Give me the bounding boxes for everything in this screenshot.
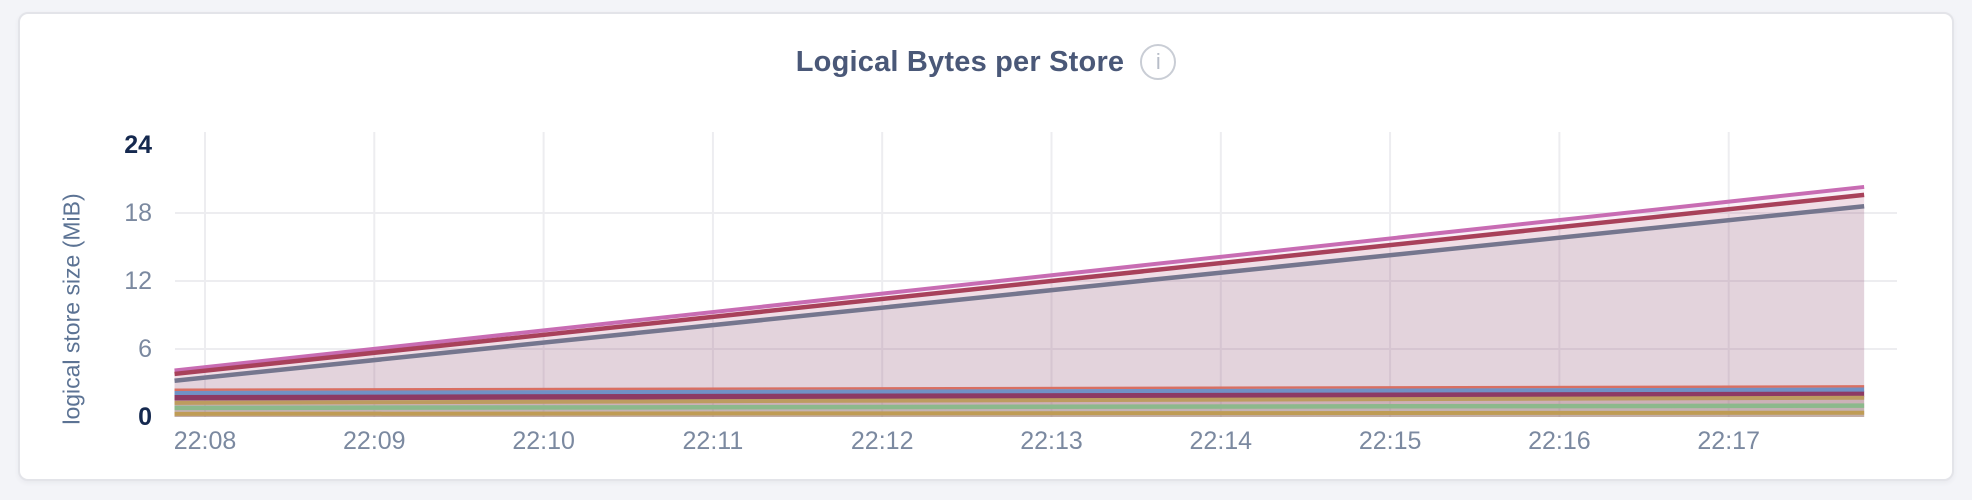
info-icon-glyph: i (1155, 49, 1161, 74)
x-tick-label: 22:08 (173, 427, 237, 455)
chart-header: Logical Bytes per Store i (20, 44, 1952, 80)
y-tick-label: 24 (124, 131, 152, 159)
x-tick-label: 22:11 (682, 427, 744, 455)
x-tick-label: 22:09 (343, 427, 406, 455)
y-tick-label: 12 (124, 267, 152, 295)
series-line-series-5 (174, 387, 1865, 396)
info-icon[interactable]: i (1140, 44, 1177, 80)
x-tick-label: 22:14 (1189, 427, 1253, 455)
series-line-series-7 (174, 395, 1865, 405)
series-line-series-4 (174, 385, 1865, 392)
y-tick-label: 6 (138, 335, 152, 363)
x-tick-label: 22:13 (1020, 427, 1083, 455)
x-tick-label: 22:16 (1528, 427, 1591, 455)
series-line-series-8 (174, 403, 1865, 411)
series-line-series-6 (174, 391, 1865, 401)
x-tick-label: 22:17 (1697, 427, 1760, 455)
x-tick-label: 22:10 (512, 427, 575, 455)
series-line-series-1 (174, 184, 1865, 373)
series-area-series-3 (174, 206, 1865, 417)
y-tick-label: 0 (138, 403, 152, 431)
series-line-series-2 (174, 192, 1865, 377)
series-line-series-9 (174, 410, 1865, 416)
x-tick-label: 22:15 (1358, 427, 1422, 455)
y-tick-label: 18 (124, 199, 152, 227)
x-tick-label: 22:12 (850, 427, 914, 455)
series-area-series-1 (174, 186, 1865, 417)
chart-title: Logical Bytes per Store (795, 45, 1125, 78)
series-line-series-3 (174, 203, 1865, 383)
